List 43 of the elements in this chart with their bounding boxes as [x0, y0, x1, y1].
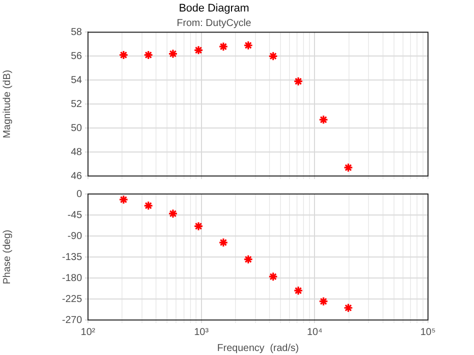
y-tick-label: -135: [62, 252, 82, 263]
point: [243, 40, 254, 50]
point: [318, 114, 328, 124]
point: [268, 51, 278, 61]
y-axis-title: Magnitude (dB): [2, 70, 13, 138]
point: [194, 221, 204, 231]
point: [243, 254, 254, 264]
x-axis-title: Frequency (rad/s): [217, 342, 299, 354]
y-tick-label: -225: [62, 294, 82, 305]
chart-title: Bode Diagram: [178, 2, 250, 15]
point: [343, 162, 354, 172]
point: [218, 42, 228, 52]
y-tick-label: -45: [68, 210, 82, 221]
y-tick-label: 50: [70, 122, 82, 134]
y-tick-label: 52: [70, 98, 82, 110]
point: [118, 50, 128, 60]
y-axis-title: Phase (deg): [2, 230, 13, 284]
point: [194, 45, 204, 55]
y-tick-label: 58: [70, 26, 82, 38]
x-tick-label: 10⁴: [306, 326, 322, 338]
point: [168, 48, 178, 59]
y-tick-label: 0: [76, 188, 82, 200]
point: [268, 272, 278, 282]
x-tick-label: 10²: [80, 326, 96, 338]
x-tick-label: 10⁵: [420, 326, 436, 338]
y-tick-label: -90: [68, 230, 82, 242]
point: [343, 303, 354, 313]
point: [293, 286, 304, 296]
point: [144, 50, 154, 60]
x-tick-label: 10³: [194, 326, 210, 338]
y-tick-label: 46: [70, 170, 82, 182]
y-tick-label: 56: [70, 50, 82, 62]
y-tick-label: -180: [62, 272, 82, 284]
point: [144, 200, 154, 210]
point: [318, 296, 328, 306]
chart-subtitle: From: DutyCycle: [176, 18, 252, 29]
point: [218, 238, 228, 248]
y-tick-label: 48: [70, 146, 82, 158]
y-tick-label: -270: [62, 314, 82, 326]
point: [293, 76, 304, 86]
point: [168, 208, 178, 218]
y-tick-label: 54: [70, 74, 82, 86]
point: [118, 194, 128, 204]
